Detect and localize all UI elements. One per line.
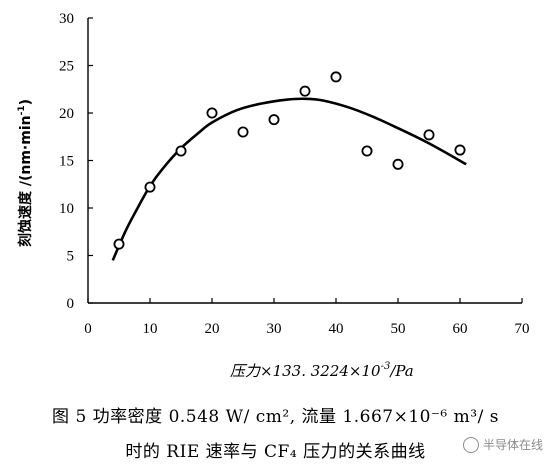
x-tick-label: 10 <box>143 321 158 337</box>
x-tick-label: 40 <box>329 321 344 337</box>
y-tick-label: 20 <box>59 106 74 122</box>
data-point <box>330 71 342 83</box>
tick-labels: 0 10 20 30 40 50 60 70 0 5 10 15 20 25 30 <box>59 11 530 337</box>
axes <box>87 17 523 304</box>
y-tick-label: 15 <box>59 154 74 170</box>
watermark-text: 半导体在线 <box>482 438 543 452</box>
x-tick-label: 60 <box>453 321 468 337</box>
watermark: 半导体在线 <box>462 436 543 453</box>
data-point <box>237 126 249 138</box>
data-point <box>392 158 404 170</box>
data-point <box>206 107 218 119</box>
y-tick-label: 30 <box>59 11 74 27</box>
x-tick-label: 50 <box>391 321 406 337</box>
x-axis-label: 压力×133. 3224×10-3/Pa <box>230 361 414 380</box>
y-tick-label: 0 <box>67 296 75 312</box>
figure-caption-line-2: 时的 RIE 速率与 CF₄ 压力的关系曲线 <box>125 442 426 462</box>
x-tick-label: 30 <box>267 321 282 337</box>
y-tick-label: 5 <box>67 249 75 265</box>
data-point <box>454 144 466 156</box>
figure-caption-line-1: 图 5 功率密度 0.548 W/ cm², 流量 1.667×10⁻⁶ m³/… <box>52 407 499 427</box>
data-point <box>144 181 156 193</box>
data-points <box>113 71 466 250</box>
x-tick-label: 70 <box>515 321 530 337</box>
y-axis-label: 刻蚀速度 /(nm·min-1) <box>17 99 34 247</box>
data-point <box>361 145 373 157</box>
y-tick-label: 25 <box>59 59 74 75</box>
wechat-icon <box>462 436 479 453</box>
y-tick-label: 10 <box>59 201 74 217</box>
data-point <box>423 129 435 141</box>
data-point <box>268 114 280 126</box>
data-point <box>175 145 187 157</box>
x-tick-label: 20 <box>205 321 220 337</box>
x-tick-label: 0 <box>84 321 92 337</box>
fit-curve <box>111 97 467 261</box>
etch-rate-chart: 0 10 20 30 40 50 60 70 0 5 10 15 20 25 30 压力×133. 3224… <box>17 11 530 380</box>
data-point <box>113 238 125 250</box>
data-point <box>299 85 311 97</box>
